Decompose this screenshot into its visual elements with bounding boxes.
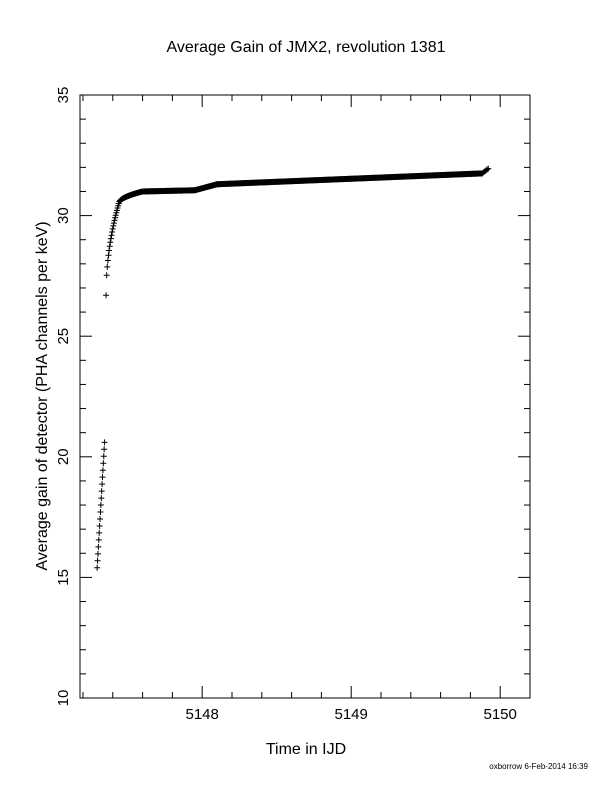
data-point	[106, 247, 113, 254]
data-point	[99, 474, 106, 481]
y-axis-label: Average gain of detector (PHA channels p…	[34, 221, 51, 570]
data-point	[110, 222, 117, 229]
data-point	[109, 225, 116, 232]
data-point	[95, 543, 102, 550]
y-tick-label: 30	[55, 207, 72, 224]
x-tick-label: 5149	[335, 706, 368, 723]
data-point	[100, 453, 107, 460]
footer-credit: oxborrow 6-Feb-2014 16:39	[489, 762, 588, 771]
data-point	[97, 515, 104, 522]
data-point	[109, 228, 116, 235]
y-tick-label: 20	[55, 448, 72, 465]
data-points	[94, 165, 492, 571]
data-point	[485, 165, 492, 172]
data-point	[94, 564, 101, 571]
data-point	[101, 446, 108, 453]
data-point	[100, 460, 107, 467]
x-tick-label: 5150	[484, 706, 517, 723]
data-point	[101, 439, 108, 446]
data-point	[110, 220, 117, 227]
x-axis-label: Time in IJD	[266, 741, 346, 758]
x-tick-labels: 5148 5149 5150	[185, 706, 516, 723]
data-point	[94, 550, 101, 557]
data-point	[108, 232, 115, 239]
chart-title: Average Gain of JMX2, revolution 1381	[167, 39, 446, 56]
data-point	[98, 488, 105, 495]
data-point	[484, 166, 491, 173]
data-point	[111, 217, 118, 224]
data-point	[107, 239, 114, 246]
data-point	[99, 467, 106, 474]
x-tick-label: 5148	[185, 706, 218, 723]
axis-ticks	[80, 94, 531, 699]
y-tick-label: 10	[55, 690, 72, 707]
y-tick-labels: 10 15 20 25 30 35	[55, 87, 72, 707]
data-point	[97, 502, 104, 509]
data-point	[105, 252, 112, 259]
plot-frame	[79, 94, 531, 699]
data-point	[103, 272, 110, 279]
data-point	[99, 481, 106, 488]
data-point	[94, 557, 101, 564]
data-point	[103, 292, 110, 299]
data-point	[97, 509, 104, 516]
data-point	[96, 522, 103, 529]
data-point	[98, 495, 105, 502]
data-point	[95, 536, 102, 543]
data-point	[106, 243, 113, 250]
y-tick-label: 15	[55, 569, 72, 586]
y-tick-label: 25	[55, 328, 72, 345]
data-point	[104, 263, 111, 270]
y-tick-label: 35	[55, 87, 72, 104]
data-point	[112, 214, 119, 221]
data-point	[107, 235, 114, 242]
data-point	[104, 257, 111, 264]
data-point	[96, 529, 103, 536]
